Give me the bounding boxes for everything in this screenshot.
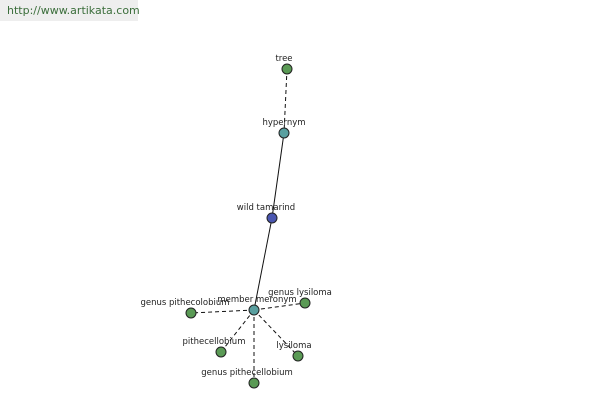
edge xyxy=(283,68,288,134)
node[interactable] xyxy=(215,346,227,358)
node-label: hypernym xyxy=(262,118,305,128)
edge xyxy=(253,302,306,311)
node-label: genus pithecellobium xyxy=(201,368,293,378)
node[interactable] xyxy=(248,304,260,316)
node-label: member meronym xyxy=(217,295,296,305)
node-label: genus lysiloma xyxy=(268,288,332,298)
node[interactable] xyxy=(278,127,290,139)
node-label: tree xyxy=(275,54,292,64)
edge xyxy=(271,132,285,219)
node[interactable] xyxy=(281,63,293,75)
node[interactable] xyxy=(292,350,304,362)
edge xyxy=(220,309,255,353)
node[interactable] xyxy=(185,307,197,319)
node-label: genus pithecolobium xyxy=(140,298,229,308)
node[interactable] xyxy=(248,377,260,389)
node[interactable] xyxy=(299,297,311,309)
node[interactable] xyxy=(266,212,278,224)
node-label: lysiloma xyxy=(276,341,311,351)
edge xyxy=(190,309,255,314)
site-url: http://www.artikata.com xyxy=(0,0,140,21)
edge xyxy=(253,309,299,357)
node-label: pithecellobium xyxy=(183,337,246,347)
edge xyxy=(253,217,273,311)
node-label: wild tamarind xyxy=(237,203,295,213)
